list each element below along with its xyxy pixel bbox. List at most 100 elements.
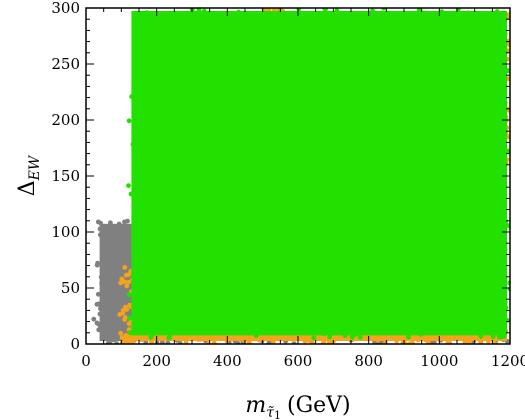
- data-point: [246, 340, 252, 344]
- data-point: [395, 243, 401, 249]
- data-point: [440, 312, 446, 318]
- data-point: [466, 52, 471, 57]
- data-point: [358, 276, 363, 282]
- data-point: [263, 299, 269, 305]
- data-point: [121, 253, 127, 258]
- data-point: [351, 98, 357, 103]
- data-point: [375, 317, 380, 323]
- data-point: [130, 141, 136, 147]
- data-point: [479, 142, 484, 147]
- data-point: [422, 134, 428, 139]
- data-point: [161, 189, 167, 195]
- data-point: [326, 260, 332, 266]
- data-point: [441, 319, 446, 325]
- data-points: [91, 8, 510, 344]
- data-point: [475, 306, 481, 312]
- data-point: [210, 104, 216, 110]
- data-point: [423, 88, 428, 94]
- data-point: [464, 106, 469, 112]
- data-point: [270, 25, 276, 31]
- data-point: [431, 228, 437, 233]
- data-point: [219, 220, 225, 226]
- data-point: [310, 293, 316, 298]
- data-point: [310, 249, 315, 255]
- data-point: [494, 9, 500, 14]
- data-point: [410, 267, 415, 273]
- data-point: [178, 299, 183, 305]
- data-point: [354, 125, 359, 131]
- data-point: [500, 48, 505, 53]
- data-point: [284, 108, 290, 114]
- data-point: [380, 306, 385, 311]
- data-point: [149, 87, 155, 92]
- data-point: [200, 334, 206, 340]
- series-2: [126, 8, 510, 341]
- x-tick-label: 1200: [491, 352, 525, 370]
- data-point: [409, 21, 415, 26]
- data-point: [502, 299, 508, 305]
- data-point: [492, 311, 497, 317]
- data-point: [151, 316, 157, 322]
- data-point: [333, 330, 339, 335]
- data-point: [208, 240, 214, 246]
- data-point: [194, 307, 200, 313]
- data-point: [220, 299, 225, 305]
- data-point: [105, 224, 111, 229]
- data-point: [422, 337, 428, 343]
- data-point: [491, 300, 497, 306]
- data-point: [406, 327, 411, 333]
- data-point: [175, 289, 181, 295]
- data-point: [203, 115, 209, 121]
- data-point: [124, 283, 130, 289]
- data-point: [117, 303, 122, 308]
- data-point: [453, 170, 458, 176]
- data-point: [491, 70, 496, 76]
- data-point: [116, 299, 122, 304]
- data-point: [481, 23, 486, 29]
- data-point: [417, 294, 423, 300]
- data-point: [491, 35, 497, 41]
- data-point: [344, 24, 350, 30]
- data-point: [402, 322, 407, 328]
- data-point: [102, 326, 107, 332]
- data-point: [330, 227, 335, 233]
- data-point: [499, 262, 505, 267]
- data-point: [201, 236, 206, 242]
- data-point: [192, 106, 198, 112]
- data-point: [213, 175, 219, 181]
- data-point: [447, 227, 452, 233]
- data-point: [318, 184, 324, 190]
- data-point: [198, 154, 203, 160]
- data-point: [266, 8, 272, 12]
- data-point: [319, 250, 325, 256]
- data-point: [424, 292, 429, 298]
- data-point: [207, 274, 212, 280]
- data-point: [401, 105, 406, 111]
- data-point: [187, 177, 193, 183]
- data-point: [459, 245, 464, 250]
- data-point: [101, 336, 107, 342]
- data-point: [391, 82, 397, 87]
- data-point: [384, 115, 389, 121]
- data-point: [292, 302, 298, 307]
- data-point: [366, 182, 372, 188]
- data-point: [241, 178, 247, 184]
- data-point: [282, 78, 288, 83]
- data-point: [455, 197, 461, 202]
- data-point: [259, 296, 265, 302]
- data-point: [340, 114, 346, 120]
- data-point: [142, 275, 147, 280]
- data-point: [433, 53, 439, 59]
- data-point: [295, 17, 300, 23]
- data-point: [338, 81, 344, 87]
- data-point: [118, 330, 124, 336]
- data-point: [399, 22, 405, 27]
- data-point: [337, 115, 342, 120]
- data-point: [160, 54, 166, 60]
- data-point: [116, 221, 122, 227]
- data-point: [118, 292, 123, 297]
- data-point: [343, 292, 349, 298]
- data-point: [273, 136, 278, 142]
- data-point: [488, 15, 494, 21]
- data-point: [393, 330, 398, 336]
